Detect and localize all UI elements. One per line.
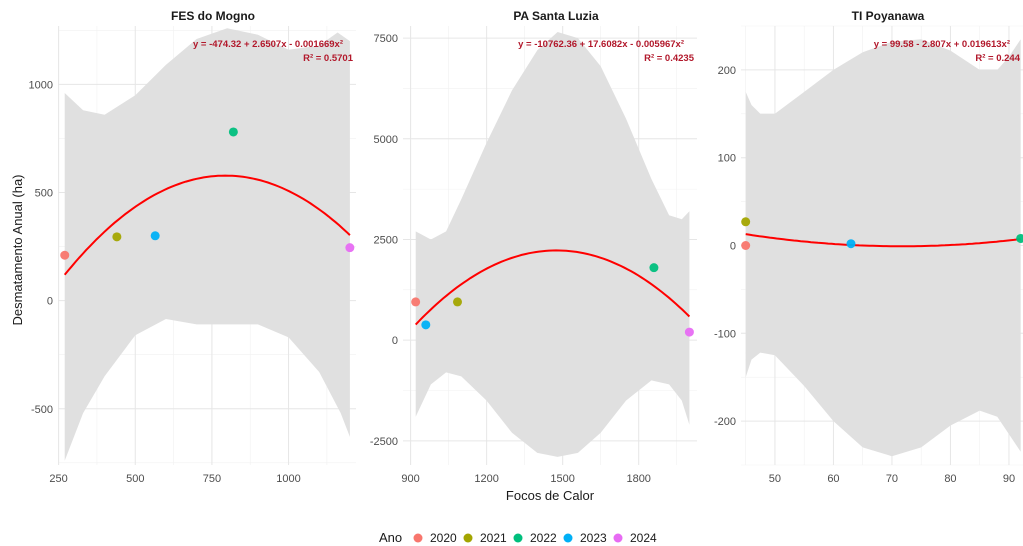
x-tick-label: 900 — [401, 473, 419, 485]
facet-panel: 900 1200 1500 1800 -2500 0 2500 5000 7500 PA Sant… — [370, 9, 697, 485]
confidence-band — [64, 28, 350, 461]
data-point-2023 — [846, 239, 856, 249]
y-tick-label: 200 — [718, 65, 736, 77]
data-point-2020 — [411, 297, 421, 307]
data-point-2021 — [452, 297, 462, 307]
data-point-2020 — [741, 241, 751, 250]
y-tick-label: 0 — [730, 241, 736, 253]
facet-title: FES do Mogno — [171, 9, 255, 23]
data-point-2022 — [1016, 233, 1023, 243]
x-axis-title: Focos de Calor — [506, 488, 595, 503]
x-tick-label: 90 — [1003, 473, 1015, 485]
legend-label: 2022 — [530, 531, 557, 545]
fit-curve — [63, 174, 351, 276]
legend-label: 2021 — [480, 531, 507, 545]
facet-panel: 250 500 750 1000 -500 0 500 1000 FES do Mogno y =… — [29, 9, 356, 485]
x-tick-label: 70 — [886, 473, 898, 485]
r-squared-label: R² = 0.4235 — [644, 53, 695, 64]
x-tick-label: 1800 — [626, 473, 650, 485]
fit-curve — [745, 233, 1021, 248]
x-tick-label: 750 — [203, 473, 221, 485]
data-point-2020 — [60, 250, 70, 260]
facet-title: TI Poyanawa — [852, 9, 925, 23]
y-tick-label: -200 — [714, 416, 736, 428]
data-point-2023 — [150, 231, 160, 241]
legend: Ano 2020 2021 2022 2023 2024 — [379, 530, 657, 545]
regression-equation: y = -474.32 + 2.6507x - 0.001669x² — [193, 39, 343, 50]
facet-title: PA Santa Luzia — [513, 9, 599, 23]
x-tick-label: 50 — [769, 473, 781, 485]
y-tick-label: 2500 — [374, 234, 398, 246]
x-tick-label: 250 — [49, 473, 67, 485]
regression-equation: y = 99.58 - 2.807x + 0.019613x² — [874, 39, 1010, 50]
legend-key-2021 — [463, 533, 473, 543]
y-tick-label: 7500 — [374, 33, 398, 45]
data-point-2024 — [684, 327, 694, 337]
legend-key-2020 — [413, 533, 423, 543]
x-tick-label: 60 — [827, 473, 839, 485]
r-squared-label: R² = 0.244 — [975, 53, 1020, 64]
y-axis-title: Desmatamento Anual (ha) — [10, 174, 25, 325]
legend-key-2024 — [613, 533, 623, 543]
x-tick-label: 80 — [944, 473, 956, 485]
y-tick-label: 1000 — [29, 79, 53, 91]
data-point-2021 — [741, 217, 751, 227]
x-tick-label: 500 — [126, 473, 144, 485]
data-point-2024 — [345, 243, 355, 253]
legend-label: 2024 — [630, 531, 657, 545]
data-point-2022 — [228, 127, 238, 137]
legend-key-2023 — [563, 533, 573, 543]
legend-key-2022 — [513, 533, 523, 543]
y-tick-label: 500 — [35, 188, 53, 200]
data-point-2022 — [649, 263, 659, 273]
x-tick-label: 1200 — [474, 473, 498, 485]
confidence-band — [415, 32, 690, 457]
x-tick-label: 1500 — [550, 473, 574, 485]
data-point-2023 — [421, 320, 431, 330]
y-tick-label: -100 — [714, 328, 736, 340]
plot-area — [741, 39, 1023, 457]
legend-label: 2023 — [580, 531, 607, 545]
data-point-2021 — [112, 232, 122, 242]
x-tick-label: 1000 — [276, 473, 300, 485]
y-tick-label: 100 — [718, 153, 736, 165]
fit-curve — [414, 249, 691, 326]
r-squared-label: R² = 0.5701 — [303, 53, 354, 64]
regression-equation: y = -10762.36 + 17.6082x - 0.005967x² — [518, 39, 684, 50]
legend-title: Ano — [379, 530, 402, 545]
y-tick-label: 0 — [392, 335, 398, 347]
y-tick-label: 5000 — [374, 134, 398, 146]
facet-panel: 50 60 70 80 90 -200 -100 0 100 200 TI Poyanawa y = … — [714, 9, 1023, 485]
y-tick-label: -2500 — [370, 436, 398, 448]
plot-area — [60, 28, 355, 461]
y-tick-label: -500 — [31, 404, 53, 416]
legend-label: 2020 — [430, 531, 457, 545]
confidence-band — [745, 39, 1021, 457]
plot-area — [411, 32, 694, 457]
y-tick-label: 0 — [47, 296, 53, 308]
